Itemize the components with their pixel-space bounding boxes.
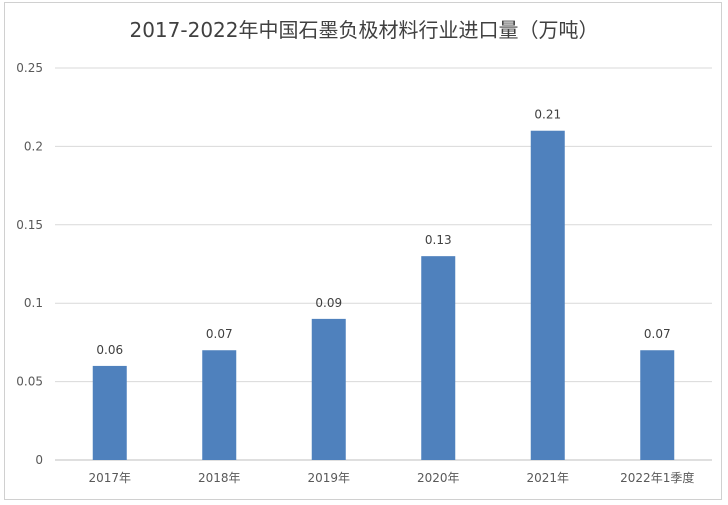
- bars: [92, 130, 675, 460]
- bar: [92, 365, 127, 460]
- data-label: 0.09: [315, 296, 342, 310]
- y-tick-label: 0.25: [16, 61, 43, 75]
- bar: [530, 130, 565, 460]
- data-label: 0.21: [534, 108, 561, 122]
- bar: [202, 350, 237, 460]
- x-axis-ticks: 2017年 2018年 2019年 2020年 2021年 2022年1季度: [88, 470, 694, 485]
- x-tick-label: 2020年: [417, 471, 460, 485]
- gridlines: [55, 67, 712, 461]
- x-tick-label: 2019年: [307, 471, 350, 485]
- bar: [421, 256, 456, 460]
- y-axis-ticks: 0 0.05 0.1 0.15 0.2 0.25: [16, 61, 43, 467]
- data-label: 0.13: [425, 233, 452, 247]
- data-labels: 0.06 0.07 0.09 0.13 0.21 0.07: [96, 108, 670, 357]
- chart-title: 2017-2022年中国石墨负极材料行业进口量（万吨）: [129, 18, 599, 42]
- data-label: 0.07: [206, 327, 233, 341]
- data-label: 0.07: [644, 327, 671, 341]
- data-label: 0.06: [96, 343, 123, 357]
- x-tick-label: 2017年: [88, 471, 131, 485]
- y-tick-label: 0.1: [24, 296, 43, 310]
- x-tick-label: 2022年1季度: [620, 470, 694, 485]
- bar: [640, 350, 675, 460]
- y-tick-label: 0.15: [16, 218, 43, 232]
- x-tick-label: 2018年: [198, 471, 241, 485]
- y-tick-label: 0: [35, 453, 43, 467]
- x-tick-label: 2021年: [526, 471, 569, 485]
- y-tick-label: 0.05: [16, 375, 43, 389]
- bar: [311, 318, 346, 460]
- y-tick-label: 0.2: [24, 139, 43, 153]
